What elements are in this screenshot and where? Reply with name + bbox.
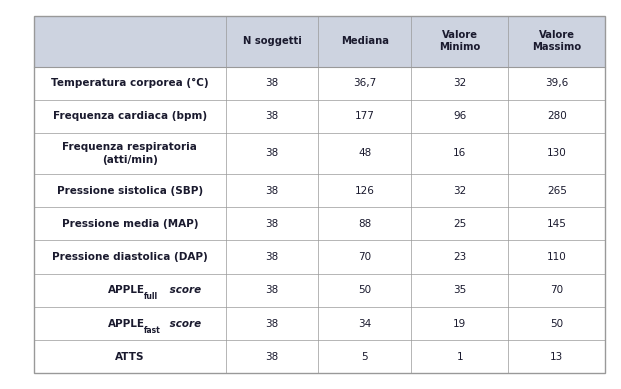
Bar (34, 274, 605, 307)
Text: 19: 19 (453, 319, 466, 329)
Text: 126: 126 (355, 186, 374, 196)
Bar (34, 307, 605, 340)
Text: APPLE: APPLE (108, 319, 145, 329)
Text: 38: 38 (265, 219, 279, 229)
Text: 145: 145 (547, 219, 567, 229)
Text: 38: 38 (265, 285, 279, 295)
Text: 70: 70 (358, 252, 371, 262)
Text: 16: 16 (453, 149, 466, 158)
Text: 38: 38 (265, 149, 279, 158)
Text: score: score (166, 285, 201, 295)
Text: Valore
Massimo: Valore Massimo (532, 30, 581, 52)
Text: Pressione sistolica (SBP): Pressione sistolica (SBP) (57, 186, 203, 196)
Text: Mediana: Mediana (341, 36, 389, 46)
Bar (34, 240, 605, 274)
Text: Valore
Minimo: Valore Minimo (439, 30, 481, 52)
Text: 5: 5 (361, 352, 368, 362)
Text: 23: 23 (453, 252, 466, 262)
Bar (34, 16, 605, 67)
Text: 32: 32 (453, 78, 466, 88)
Text: full: full (144, 293, 158, 301)
Text: 39,6: 39,6 (545, 78, 569, 88)
Text: N soggetti: N soggetti (243, 36, 301, 46)
Text: 70: 70 (550, 285, 563, 295)
Text: 38: 38 (265, 78, 279, 88)
Text: 265: 265 (547, 186, 567, 196)
Bar (34, 174, 605, 207)
Text: 280: 280 (547, 112, 567, 121)
Text: 38: 38 (265, 186, 279, 196)
Text: fast: fast (144, 326, 161, 335)
Text: 88: 88 (358, 219, 371, 229)
Text: Pressione media (MAP): Pressione media (MAP) (61, 219, 198, 229)
Text: 177: 177 (355, 112, 374, 121)
Text: 38: 38 (265, 252, 279, 262)
Text: 38: 38 (265, 319, 279, 329)
Text: Frequenza cardiaca (bpm): Frequenza cardiaca (bpm) (53, 112, 207, 121)
Bar (34, 340, 605, 373)
Text: 34: 34 (358, 319, 371, 329)
Text: 130: 130 (547, 149, 567, 158)
Text: APPLE: APPLE (108, 285, 145, 295)
Text: 38: 38 (265, 112, 279, 121)
Text: 36,7: 36,7 (353, 78, 376, 88)
Text: 1: 1 (456, 352, 463, 362)
Text: 50: 50 (550, 319, 563, 329)
Text: 25: 25 (453, 219, 466, 229)
Text: Frequenza respiratoria
(atti/min): Frequenza respiratoria (atti/min) (63, 142, 197, 165)
Text: 96: 96 (453, 112, 466, 121)
Text: 48: 48 (358, 149, 371, 158)
Bar (34, 133, 605, 174)
Text: 35: 35 (453, 285, 466, 295)
Text: Pressione diastolica (DAP): Pressione diastolica (DAP) (52, 252, 208, 262)
Bar (34, 100, 605, 133)
Text: 50: 50 (358, 285, 371, 295)
Text: 110: 110 (547, 252, 567, 262)
Text: 13: 13 (550, 352, 563, 362)
Text: Temperatura corporea (°C): Temperatura corporea (°C) (51, 78, 209, 88)
Text: 32: 32 (453, 186, 466, 196)
Text: 38: 38 (265, 352, 279, 362)
Bar (34, 207, 605, 240)
Text: ATTS: ATTS (115, 352, 145, 362)
Text: score: score (166, 319, 201, 329)
Bar (34, 67, 605, 100)
